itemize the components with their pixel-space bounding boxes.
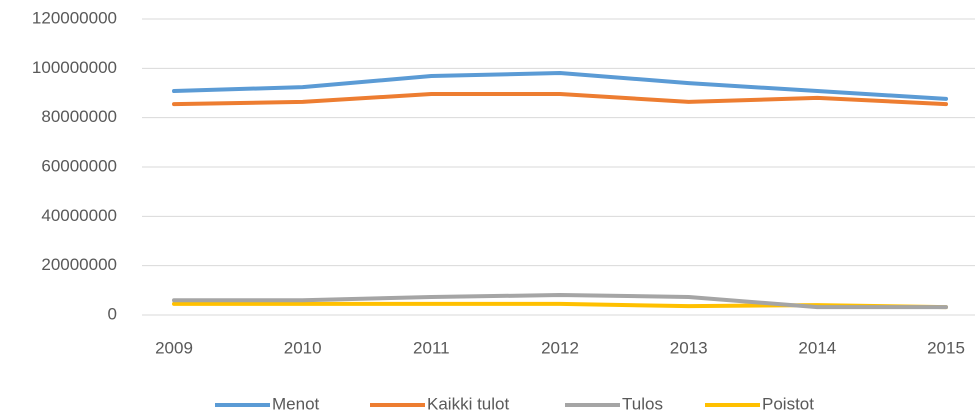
legend-label: Menot (272, 394, 320, 413)
legend-label: Kaikki tulot (427, 394, 509, 413)
y-tick-label: 80000000 (41, 107, 117, 126)
x-tick-label: 2014 (798, 338, 836, 357)
y-tick-label: 120000000 (32, 8, 117, 27)
y-tick-label: 60000000 (41, 156, 117, 175)
y-tick-label: 20000000 (41, 255, 117, 274)
y-tick-label: 100000000 (32, 58, 117, 77)
x-tick-label: 2009 (155, 338, 193, 357)
series-line (172, 91, 949, 107)
legend-label: Poistot (762, 394, 814, 413)
series-line (172, 293, 949, 310)
x-tick-label: 2010 (284, 338, 322, 357)
x-tick-label: 2013 (670, 338, 708, 357)
x-tick-label: 2011 (413, 338, 450, 357)
legend-label: Tulos (622, 394, 663, 413)
x-tick-label: 2012 (541, 338, 579, 357)
y-tick-label: 0 (108, 304, 117, 323)
x-tick-label: 2015 (927, 338, 965, 357)
series-line (172, 71, 949, 101)
y-tick-label: 40000000 (41, 206, 117, 225)
